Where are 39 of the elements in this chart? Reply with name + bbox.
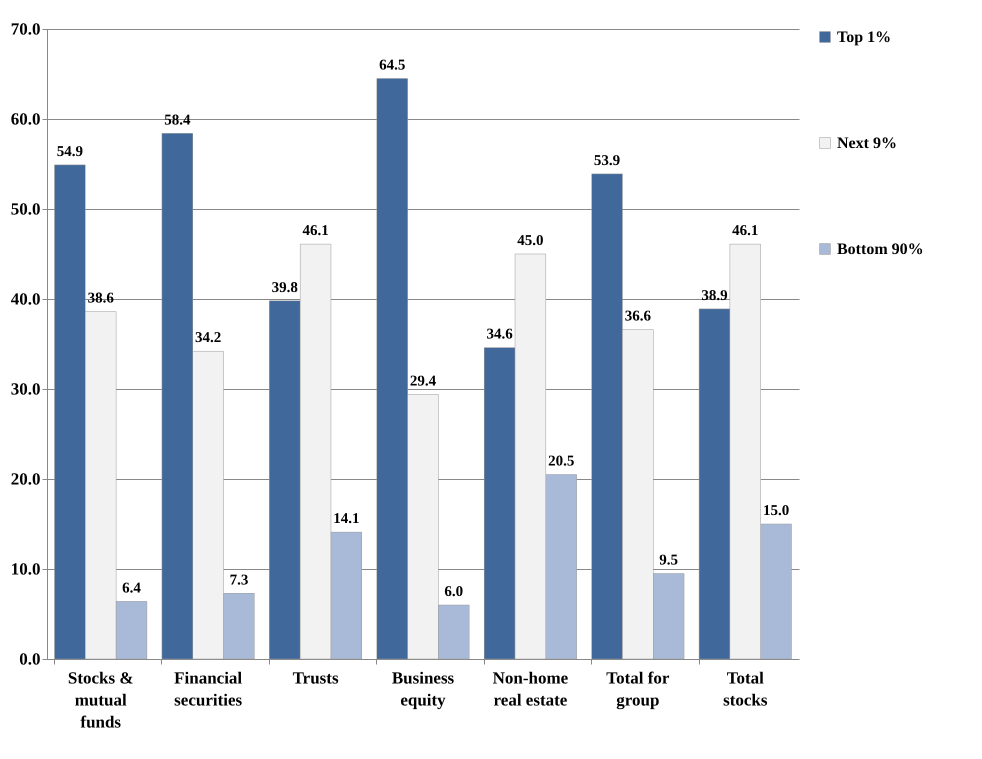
data-label: 6.4 — [122, 580, 142, 596]
y-tick-label: 0.0 — [19, 650, 40, 668]
data-label: 34.6 — [486, 326, 514, 343]
x-tick-label: Financial securities — [174, 668, 243, 710]
legend-label: Bottom 90% — [837, 241, 924, 258]
data-label: 14.1 — [333, 511, 360, 528]
data-label: 64.5 — [379, 58, 406, 74]
data-label: 46.1 — [302, 223, 329, 240]
data-label: 45.0 — [517, 233, 544, 249]
y-tick-label: 70.0 — [10, 20, 40, 38]
x-tick-label: Trusts — [292, 668, 339, 688]
y-tick-label: 20.0 — [10, 470, 40, 488]
legend-label: Next 9% — [837, 135, 897, 152]
x-tick-label: Non-home real estate — [492, 668, 569, 710]
y-tick-label: 10.0 — [10, 560, 40, 578]
data-label: 9.5 — [659, 552, 678, 568]
data-label: 7.3 — [230, 572, 248, 588]
x-tick-label: Total stocks — [723, 668, 768, 710]
data-label: 58.4 — [164, 112, 191, 128]
x-tick-label: Stocks & mutual funds — [68, 668, 134, 732]
data-label: 38.6 — [88, 290, 114, 307]
data-label: 6.0 — [444, 584, 464, 600]
x-tick-label: Total for group — [606, 668, 670, 710]
data-label: 38.9 — [701, 288, 728, 304]
data-label: 20.5 — [548, 454, 574, 470]
x-tick-label: Business equity — [392, 668, 455, 710]
data-label: 15.0 — [762, 503, 790, 519]
y-tick-label: 50.0 — [10, 200, 40, 218]
data-label: 36.6 — [624, 308, 652, 325]
y-tick-label: 60.0 — [10, 110, 40, 128]
y-tick-label: 40.0 — [10, 290, 40, 308]
legend-label: Top 1% — [837, 29, 892, 46]
data-label: 53.9 — [594, 152, 620, 169]
data-label: 34.2 — [195, 330, 222, 346]
data-label: 29.4 — [410, 373, 437, 390]
y-tick-label: 30.0 — [10, 380, 40, 398]
data-label: 54.9 — [56, 144, 84, 160]
data-label: 46.1 — [732, 223, 758, 240]
data-label: 39.8 — [272, 280, 298, 296]
